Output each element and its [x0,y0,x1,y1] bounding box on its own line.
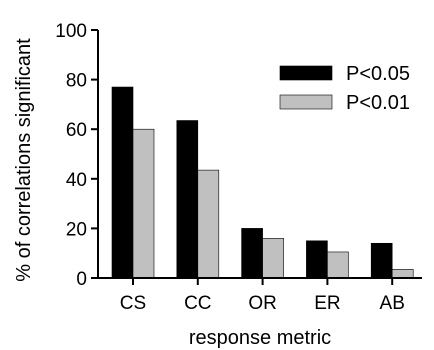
axes-group [97,30,422,279]
x-tick-label: OR [248,293,277,314]
x-tick-label: AB [380,293,405,314]
bar-ab-p005 [370,242,393,279]
x-tick-label: CS [120,293,146,314]
bars-group [111,86,414,279]
legend-label: P<0.01 [346,92,410,114]
bar-cc-p001 [197,169,220,279]
bar-cc-p005 [176,120,199,279]
y-axis-label: % of correlations significant [13,38,35,282]
bar-cs-p005 [111,86,134,279]
bar-er-p005 [306,240,328,279]
y-tick-label: 80 [66,71,87,92]
x-ticks-group: CS CC OR ER AB [120,278,405,314]
x-tick-label: ER [314,293,340,314]
bar-ab-p001 [391,269,414,279]
y-ticks-group: 0 20 40 60 80 100 [55,21,98,290]
legend-swatch [279,94,333,110]
bar-cs-p001 [132,128,155,279]
y-tick-label: 40 [66,170,87,191]
y-tick-label: 100 [55,21,87,42]
bar-or-p001 [262,238,284,279]
legend-swatch [279,65,333,81]
bar-or-p005 [241,228,263,279]
bar-er-p001 [327,251,349,279]
x-axis-label: response metric [189,327,331,349]
legend-label: P<0.05 [346,63,410,85]
y-tick-label: 0 [76,269,87,290]
legend: P<0.05 P<0.01 [279,63,410,114]
y-tick-label: 60 [66,120,87,141]
y-tick-label: 20 [66,219,87,240]
x-tick-label: CC [184,293,211,314]
